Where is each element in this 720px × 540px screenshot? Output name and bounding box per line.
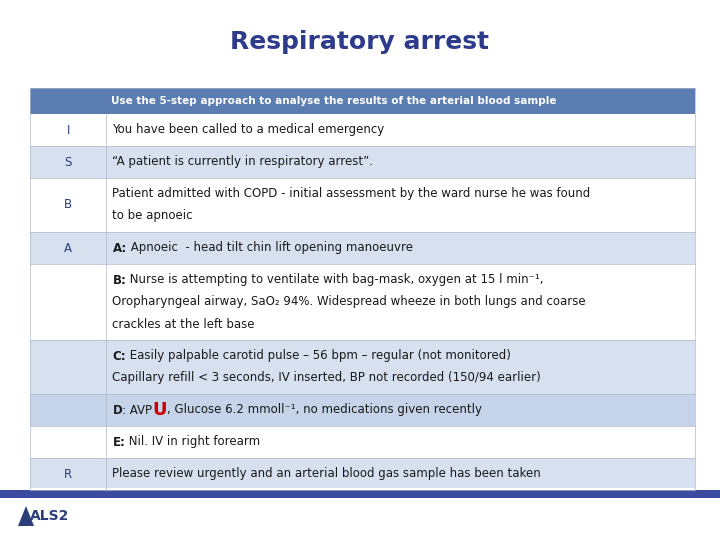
Text: crackles at the left base: crackles at the left base	[112, 318, 255, 330]
Text: I: I	[66, 124, 70, 137]
Text: B: B	[64, 199, 72, 212]
Bar	[30, 394, 695, 426]
Bar	[30, 264, 695, 340]
Text: Oropharyngeal airway, SaO₂ 94%. Widespread wheeze in both lungs and coarse: Oropharyngeal airway, SaO₂ 94%. Widespre…	[112, 295, 586, 308]
Text: : AVP: : AVP	[122, 403, 152, 416]
Text: A: A	[64, 241, 72, 254]
Bar	[30, 232, 695, 264]
Text: to be apnoeic: to be apnoeic	[112, 210, 193, 222]
Text: R: R	[64, 468, 72, 481]
Text: , Glucose 6.2 mmoll⁻¹, no medications given recently: , Glucose 6.2 mmoll⁻¹, no medications gi…	[167, 403, 482, 416]
Text: Respiratory arrest: Respiratory arrest	[230, 30, 490, 54]
Text: “A patient is currently in respiratory arrest”.: “A patient is currently in respiratory a…	[112, 156, 374, 168]
Text: Patient admitted with COPD - initial assessment by the ward nurse he was found: Patient admitted with COPD - initial ass…	[112, 187, 590, 200]
Text: B:: B:	[112, 273, 126, 287]
Text: E:: E:	[112, 435, 125, 449]
Bar	[0, 488, 720, 540]
Bar	[30, 88, 695, 114]
Text: Please review urgently and an arterial blood gas sample has been taken: Please review urgently and an arterial b…	[112, 468, 541, 481]
Text: ALS2: ALS2	[30, 509, 70, 523]
Bar	[0, 490, 720, 498]
Bar	[30, 458, 695, 490]
Bar	[30, 114, 695, 146]
Text: C:: C:	[112, 349, 126, 362]
Text: D: D	[112, 403, 122, 416]
Text: A:: A:	[112, 241, 127, 254]
Text: U: U	[152, 401, 167, 419]
Bar	[30, 340, 695, 394]
Text: Easily palpable carotid pulse – 56 bpm – regular (not monitored): Easily palpable carotid pulse – 56 bpm –…	[126, 349, 511, 362]
Text: Capillary refill < 3 seconds, IV inserted, BP not recorded (150/94 earlier): Capillary refill < 3 seconds, IV inserte…	[112, 372, 541, 384]
Bar	[30, 178, 695, 232]
Text: Nil. IV in right forearm: Nil. IV in right forearm	[125, 435, 261, 449]
Polygon shape	[18, 506, 34, 526]
Text: S: S	[65, 156, 72, 168]
Bar	[30, 146, 695, 178]
Text: Use the 5-step approach to analyse the results of the arterial blood sample: Use the 5-step approach to analyse the r…	[112, 96, 557, 106]
Text: Nurse is attempting to ventilate with bag-mask, oxygen at 15 l min⁻¹,: Nurse is attempting to ventilate with ba…	[126, 273, 544, 287]
Text: Apnoeic  - head tilt chin lift opening manoeuvre: Apnoeic - head tilt chin lift opening ma…	[127, 241, 413, 254]
Bar	[30, 426, 695, 458]
Text: You have been called to a medical emergency: You have been called to a medical emerge…	[112, 124, 384, 137]
